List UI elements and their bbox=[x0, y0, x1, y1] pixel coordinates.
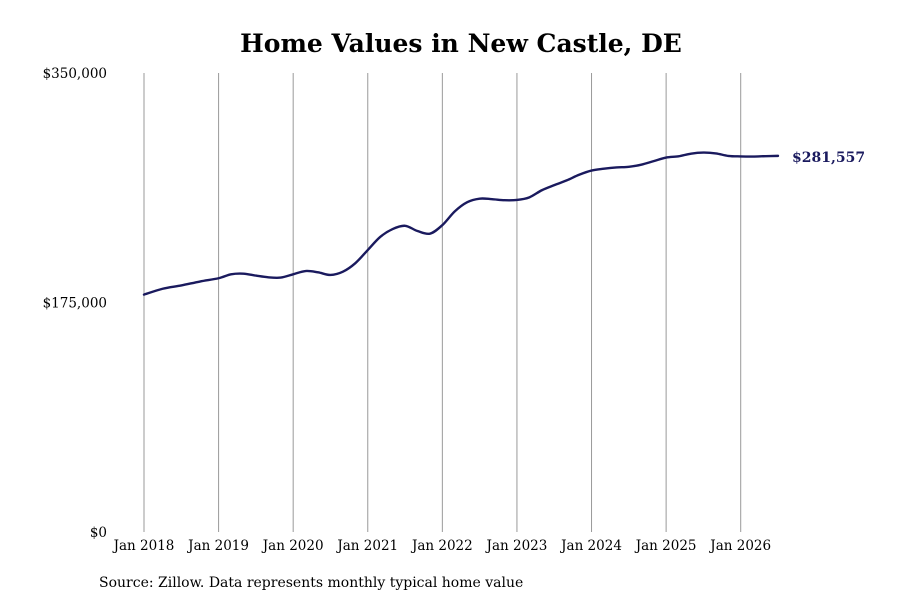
chart-title: Home Values in New Castle, DE bbox=[240, 29, 682, 58]
end-value-label: $281,557 bbox=[792, 150, 865, 166]
x-tick-label: Jan 2018 bbox=[112, 538, 175, 554]
x-tick-label: Jan 2024 bbox=[559, 538, 622, 554]
y-tick-label: $175,000 bbox=[43, 296, 107, 312]
y-tick-label: $350,000 bbox=[43, 66, 107, 82]
x-tick-label: Jan 2026 bbox=[708, 538, 771, 554]
series-line-home-value bbox=[142, 151, 780, 296]
y-tick-label: $0 bbox=[90, 525, 107, 541]
x-tick-label: Jan 2019 bbox=[186, 538, 249, 554]
x-tick-label: Jan 2020 bbox=[261, 538, 324, 554]
x-tick-label: Jan 2021 bbox=[335, 538, 398, 554]
source-note: Source: Zillow. Data represents monthly … bbox=[99, 575, 523, 591]
x-tick-label: Jan 2023 bbox=[485, 538, 548, 554]
x-axis-tick-labels: Jan 2018 Jan 2019 Jan 2020 Jan 2021 Jan 2022… bbox=[112, 538, 772, 554]
y-axis-tick-labels: $0 $175,000 $350,000 bbox=[43, 66, 107, 541]
x-tick-label: Jan 2022 bbox=[410, 538, 473, 554]
x-tick-label: Jan 2025 bbox=[634, 538, 697, 554]
grid-lines bbox=[143, 73, 742, 532]
